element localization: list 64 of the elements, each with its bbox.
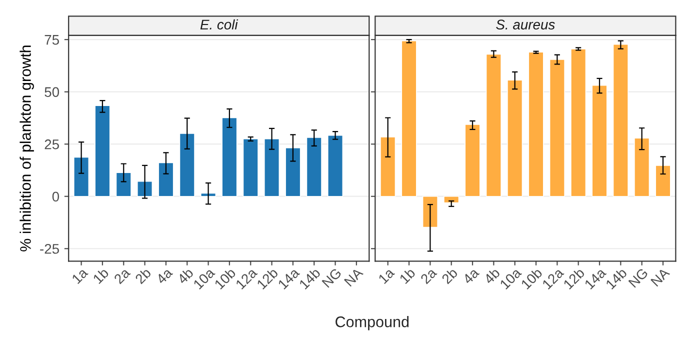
bar [464, 124, 480, 197]
chart-title: E. coli [200, 19, 238, 30]
y-tick-label: 75 [44, 35, 59, 45]
y-tick-label: 50 [44, 87, 60, 97]
x-tick-label: 1b [92, 267, 110, 284]
x-tick-label: NA [344, 267, 364, 287]
bar [401, 40, 417, 197]
y-axis-title: % inhibition of plankton growth [20, 46, 34, 252]
bar [327, 134, 344, 197]
bar [507, 80, 523, 197]
y-tick-label: -25 [40, 244, 59, 254]
bar [116, 172, 132, 197]
bar [422, 196, 438, 228]
x-tick-label: 10a [499, 266, 522, 290]
chart-title: S. aureus [496, 20, 555, 30]
bar [222, 117, 238, 197]
bar [528, 52, 544, 197]
bar [242, 138, 258, 197]
x-tick-label: 1b [398, 267, 416, 284]
x-tick-label: 10a [192, 266, 216, 290]
bar [158, 162, 174, 197]
bar [94, 105, 110, 197]
x-tick-label: 2a [113, 266, 131, 284]
bar [380, 136, 396, 197]
x-tick-label: 12b [562, 267, 586, 290]
x-tick-label: 12b [256, 267, 279, 290]
x-tick-label: 1a [378, 267, 396, 284]
x-tick-label: 1a [71, 267, 89, 284]
x-tick-label: 4b [482, 267, 500, 285]
x-tick-label: 4a [156, 267, 174, 285]
bar [264, 138, 280, 197]
bar [73, 156, 90, 197]
bar [612, 44, 629, 197]
x-tick-label: 4b [176, 267, 194, 285]
bar [486, 54, 502, 197]
y-tick-label: 25 [44, 139, 59, 150]
x-tick-label: 14a [584, 267, 607, 290]
x-tick-label: 10b [520, 267, 543, 290]
x-tick-label: NG [322, 268, 342, 288]
bar [306, 136, 322, 197]
x-tick-label: NG [628, 268, 648, 288]
x-tick-label: 14b [298, 267, 321, 290]
bar [444, 196, 460, 204]
x-tick-label: 2b [134, 267, 152, 284]
bar [634, 138, 650, 197]
x-tick-label: 2a [420, 266, 438, 284]
x-tick-label: 14b [605, 267, 628, 290]
x-tick-label: 12a [542, 266, 564, 290]
bar [570, 48, 586, 197]
bar [179, 133, 195, 197]
x-tick-label: 10b [214, 267, 236, 290]
bar [549, 59, 566, 197]
x-tick-label: 14a [278, 267, 300, 290]
x-tick-label: 4a [462, 267, 480, 285]
bar [592, 84, 608, 197]
bar [200, 192, 216, 197]
x-axis-title: Compound [336, 316, 409, 330]
x-tick-label: NA [650, 267, 670, 287]
bar [655, 165, 671, 197]
bar [136, 180, 153, 197]
x-tick-label: 2b [440, 267, 458, 284]
x-tick-label: 12a [235, 266, 258, 290]
bar [285, 147, 301, 197]
y-tick-label: 0 [52, 192, 60, 202]
